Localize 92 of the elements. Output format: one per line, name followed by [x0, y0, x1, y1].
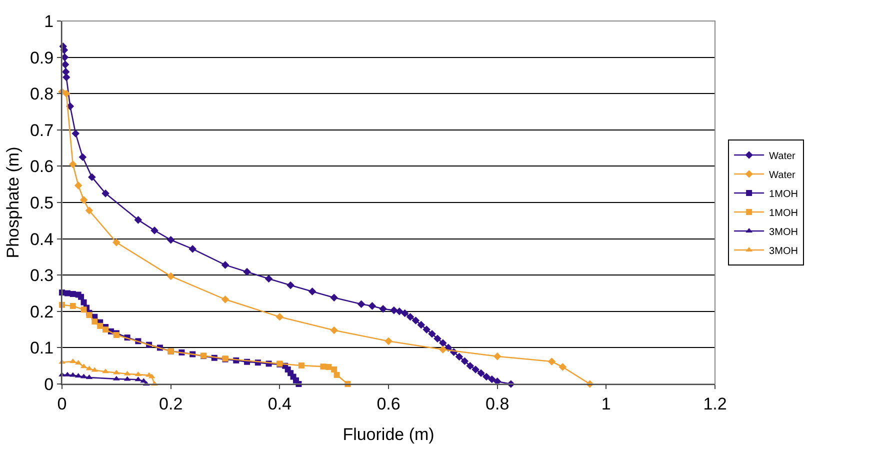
point: [326, 364, 332, 370]
y-tick-label: 0.4: [30, 230, 54, 249]
point: [357, 300, 366, 308]
y-tick-label: 0.9: [30, 48, 54, 68]
legend-label: 3MOH: [769, 246, 798, 257]
point: [455, 352, 464, 361]
point: [102, 326, 109, 333]
point: [379, 304, 387, 313]
point: [188, 245, 196, 253]
y-tick-label: 0: [44, 374, 54, 394]
legend-label: Water: [769, 150, 796, 162]
y-tick-label: 0.5: [30, 193, 54, 212]
point: [331, 366, 338, 372]
legend-label: Water: [769, 170, 796, 181]
x-tick-label: 1: [601, 394, 611, 414]
point: [166, 272, 175, 280]
point: [72, 130, 80, 138]
point: [221, 261, 230, 269]
y-tick-label: 0.7: [30, 120, 54, 140]
point: [384, 337, 392, 346]
point: [86, 312, 92, 318]
point: [80, 299, 87, 306]
point: [330, 326, 338, 334]
point: [150, 226, 158, 234]
point: [68, 160, 77, 168]
y-tick-label: 0.2: [30, 302, 54, 322]
point: [85, 206, 94, 214]
point: [320, 364, 326, 370]
point: [334, 372, 340, 378]
legend-label: 3MOH: [769, 226, 798, 238]
point: [74, 182, 82, 190]
point: [62, 73, 70, 82]
point: [80, 196, 88, 204]
point: [92, 318, 98, 325]
legend-label: 1MOH: [769, 208, 798, 219]
point: [62, 90, 70, 98]
point: [276, 312, 284, 321]
point: [400, 309, 409, 318]
point: [417, 320, 426, 329]
point: [97, 322, 104, 329]
x-tick-label: 0: [57, 394, 67, 414]
point: [368, 302, 376, 310]
x-axis-title: Fluoride (m): [342, 424, 434, 444]
point: [477, 369, 485, 378]
point: [64, 290, 70, 296]
y-tick-label: 0.8: [30, 84, 54, 104]
y-tick-label: 0.3: [30, 266, 54, 286]
point: [70, 302, 76, 309]
y-axis-title: Phosphate (m): [4, 146, 23, 258]
point: [70, 290, 76, 297]
point: [466, 362, 474, 370]
point: [80, 306, 87, 313]
point: [422, 326, 430, 334]
point: [558, 363, 567, 371]
point: [390, 306, 398, 314]
point: [460, 357, 469, 366]
point: [472, 366, 480, 374]
point: [134, 216, 142, 224]
point: [330, 294, 338, 302]
point: [439, 339, 447, 347]
point: [221, 296, 230, 304]
point: [243, 268, 251, 276]
point: [286, 281, 294, 290]
point: [264, 274, 273, 283]
point: [548, 358, 556, 366]
point: [482, 372, 490, 381]
point: [112, 238, 120, 246]
y-tick-label: 0.6: [30, 157, 54, 176]
point: [102, 368, 109, 374]
point: [88, 173, 96, 181]
point: [308, 288, 316, 296]
x-tick-label: 0.8: [486, 394, 510, 414]
x-tick-label: 1.2: [703, 394, 727, 414]
point: [395, 308, 404, 316]
x-tick-label: 0.2: [159, 394, 183, 414]
point: [78, 294, 84, 300]
point: [434, 334, 442, 343]
point: [488, 375, 496, 384]
point: [428, 330, 436, 338]
point: [412, 316, 420, 324]
point: [439, 346, 447, 354]
point: [166, 236, 175, 244]
x-tick-label: 0.4: [268, 394, 292, 414]
y-tick-label: 1: [44, 12, 54, 31]
legend-label: 1MOH: [769, 188, 798, 200]
point: [298, 362, 304, 368]
x-tick-label: 0.6: [376, 394, 400, 414]
y-tick-label: 0.1: [30, 338, 54, 358]
point: [78, 153, 87, 162]
point: [406, 312, 414, 321]
point: [102, 190, 110, 198]
point: [493, 352, 502, 360]
